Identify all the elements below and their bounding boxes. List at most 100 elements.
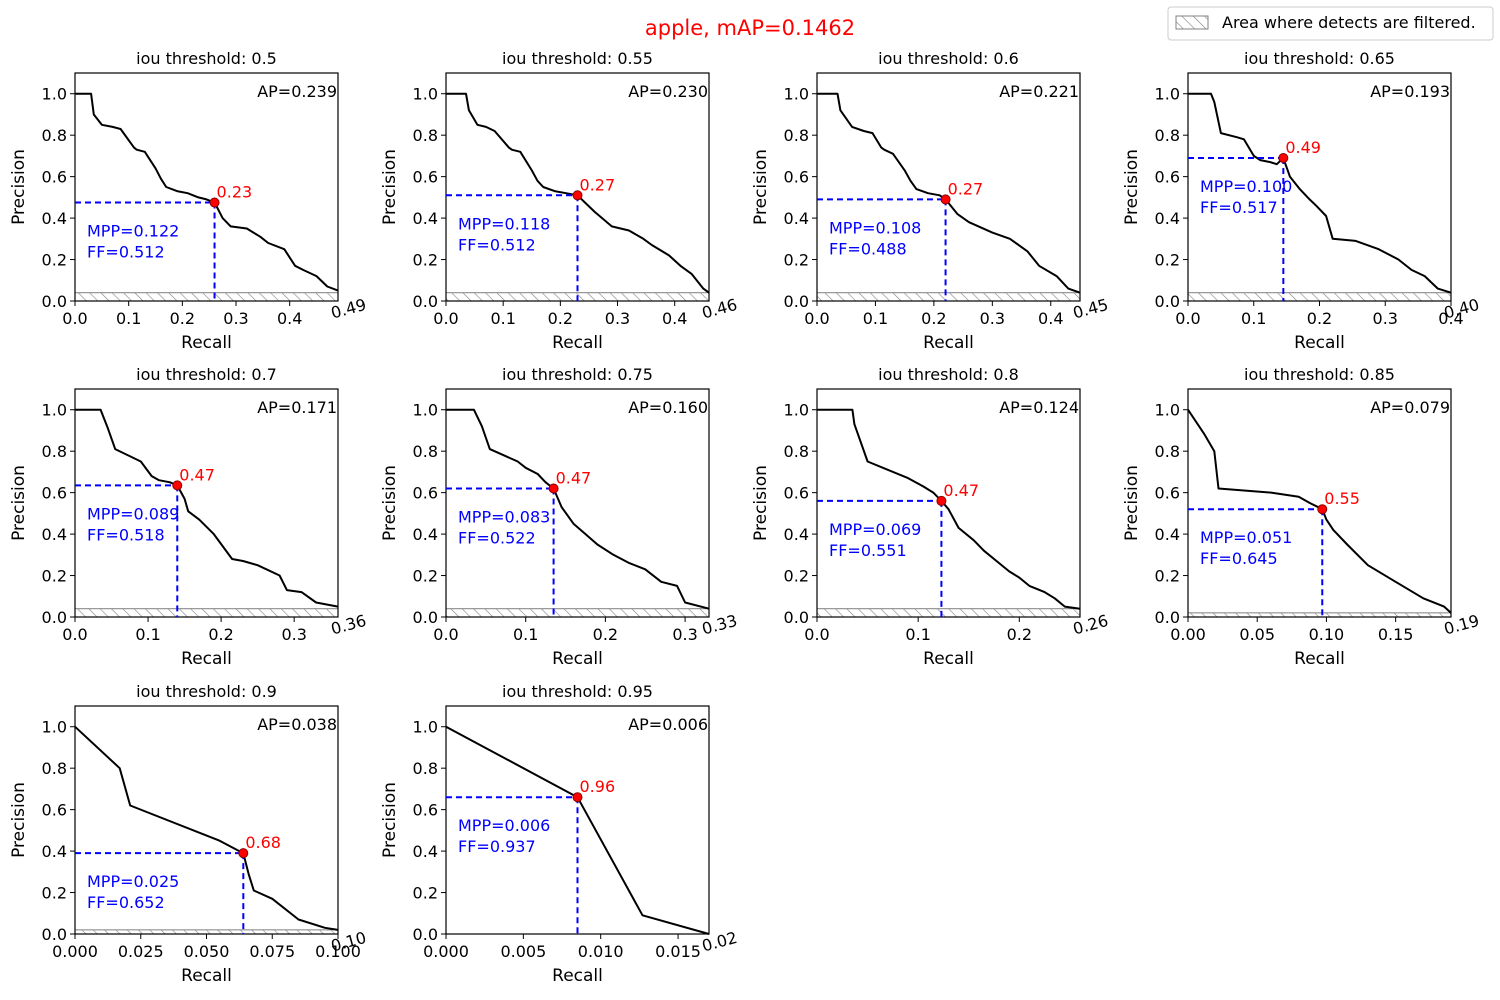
pr-curve — [1188, 92, 1452, 294]
y-tick-label: 1.0 — [1155, 85, 1180, 104]
y-tick-label: 0.2 — [784, 251, 809, 270]
x-tick-label: 0.3 — [980, 309, 1005, 328]
pr-curve — [446, 92, 710, 294]
x-tick-label: 0.1 — [135, 625, 160, 644]
y-tick-label: 0.0 — [1155, 608, 1180, 627]
x-tick-label: 0.0 — [62, 309, 87, 328]
x-tick-label: 0.005 — [500, 942, 546, 961]
x-tick-label: 0.2 — [1307, 309, 1332, 328]
legend: Area where detects are filtered. — [1167, 6, 1494, 41]
x-tick-label: 0.100 — [315, 942, 361, 961]
y-tick-label: 0.2 — [784, 567, 809, 586]
mpp-label: MPP=0.122 — [87, 222, 179, 241]
ap-label: AP=0.239 — [257, 82, 337, 101]
x-tick-label: 0.3 — [223, 309, 248, 328]
y-tick-label: 1.0 — [42, 85, 67, 104]
subplot-title: iou threshold: 0.9 — [136, 682, 277, 701]
y-tick-label: 0.4 — [413, 209, 438, 228]
filtered-area — [816, 608, 1081, 618]
y-tick-label: 0.6 — [42, 484, 67, 503]
axes-frame — [816, 72, 1081, 302]
y-tick-label: 0.4 — [42, 209, 67, 228]
y-tick-label: 0.6 — [1155, 484, 1180, 503]
subplot: iou threshold: 0.8 0.0 0.1 0.2 0.0 0.2 0.4 0.6 0… — [751, 365, 1110, 669]
filtered-area — [1187, 612, 1452, 618]
x-tick-label: 0.0 — [1175, 309, 1200, 328]
x-tick-label: 0.1 — [1241, 309, 1266, 328]
y-tick-label: 1.0 — [784, 85, 809, 104]
x-tick-label: 0.0 — [433, 309, 458, 328]
y-axis-label: Precision — [9, 782, 29, 858]
x-tick-label: 0.025 — [118, 942, 164, 961]
operating-point — [209, 197, 220, 208]
subplot: iou threshold: 0.85 0.00 0.05 0.10 0.15 0.0 0.… — [1122, 365, 1481, 669]
y-tick-label: 0.8 — [413, 759, 438, 778]
operating-point — [1278, 152, 1289, 163]
ap-label: AP=0.193 — [1370, 82, 1450, 101]
mpp-label: MPP=0.051 — [1200, 528, 1292, 547]
ap-label: AP=0.160 — [628, 398, 708, 417]
operating-point-label: 0.47 — [943, 481, 979, 500]
x-tick-label: 0.1 — [863, 309, 888, 328]
y-tick-label: 0.2 — [413, 251, 438, 270]
operating-point — [572, 792, 583, 803]
subplot-title: iou threshold: 0.65 — [1244, 49, 1395, 68]
subplot-title: iou threshold: 0.95 — [502, 682, 653, 701]
y-tick-label: 0.8 — [42, 442, 67, 461]
operating-point-label: 0.49 — [1285, 138, 1321, 157]
filtered-area — [74, 292, 339, 302]
y-tick-label: 0.4 — [42, 842, 67, 861]
y-axis-label: Precision — [751, 465, 771, 541]
pr-curve — [75, 92, 339, 292]
ff-label: FF=0.517 — [1200, 198, 1278, 217]
mpp-label: MPP=0.100 — [1200, 177, 1292, 196]
axes-frame — [74, 72, 339, 302]
operating-point-label: 0.68 — [245, 833, 281, 852]
y-tick-label: 0.0 — [42, 292, 67, 311]
y-tick-label: 0.8 — [413, 442, 438, 461]
operating-point — [572, 190, 583, 201]
y-axis-label: Precision — [751, 149, 771, 225]
y-tick-label: 0.2 — [42, 884, 67, 903]
y-tick-label: 0.8 — [1155, 442, 1180, 461]
subplot: iou threshold: 0.9 0.000 0.025 0.050 0.075 0.… — [9, 682, 368, 986]
y-tick-label: 0.6 — [1155, 168, 1180, 187]
ff-label: FF=0.518 — [87, 525, 165, 544]
operating-point-label: 0.27 — [580, 175, 616, 194]
x-tick-label: 0.00 — [1170, 625, 1206, 644]
filtered-area — [1187, 292, 1452, 302]
y-tick-label: 0.8 — [42, 126, 67, 145]
subplot-title: iou threshold: 0.5 — [136, 49, 277, 68]
ff-label: FF=0.522 — [458, 528, 536, 547]
y-axis-label: Precision — [1122, 149, 1142, 225]
pr-curve — [446, 408, 710, 610]
operating-point-label: 0.96 — [580, 777, 616, 796]
y-axis-label: Precision — [380, 149, 400, 225]
operating-point — [548, 483, 559, 494]
y-axis-label: Precision — [380, 465, 400, 541]
ap-label: AP=0.124 — [999, 398, 1079, 417]
subplot-title: iou threshold: 0.6 — [878, 49, 1019, 68]
x-tick-label: 0.075 — [249, 942, 295, 961]
pr-curve — [817, 92, 1081, 294]
ap-label: AP=0.221 — [999, 82, 1079, 101]
y-tick-label: 0.0 — [413, 925, 438, 944]
operating-point — [940, 194, 951, 205]
x-tick-label: 0.015 — [655, 942, 701, 961]
ff-label: FF=0.512 — [458, 235, 536, 254]
subplot: iou threshold: 0.5 0.0 0.1 0.2 0.3 0.4 0.0 0.2 0… — [9, 49, 368, 353]
ff-label: FF=0.645 — [1200, 549, 1278, 568]
y-tick-label: 0.2 — [413, 567, 438, 586]
subplot-title: iou threshold: 0.85 — [1244, 365, 1395, 384]
ap-label: AP=0.230 — [628, 82, 708, 101]
operating-point — [1317, 504, 1328, 515]
x-tick-label: 0.1 — [116, 309, 141, 328]
y-tick-label: 0.4 — [413, 842, 438, 861]
x-axis-label: Recall — [181, 966, 232, 986]
y-tick-label: 0.8 — [42, 759, 67, 778]
y-tick-label: 0.6 — [413, 801, 438, 820]
subplot: iou threshold: 0.6 0.0 0.1 0.2 0.3 0.4 0.0 0.2 0… — [751, 49, 1110, 353]
x-tick-label: 0.2 — [1007, 625, 1032, 644]
y-tick-label: 0.2 — [1155, 567, 1180, 586]
